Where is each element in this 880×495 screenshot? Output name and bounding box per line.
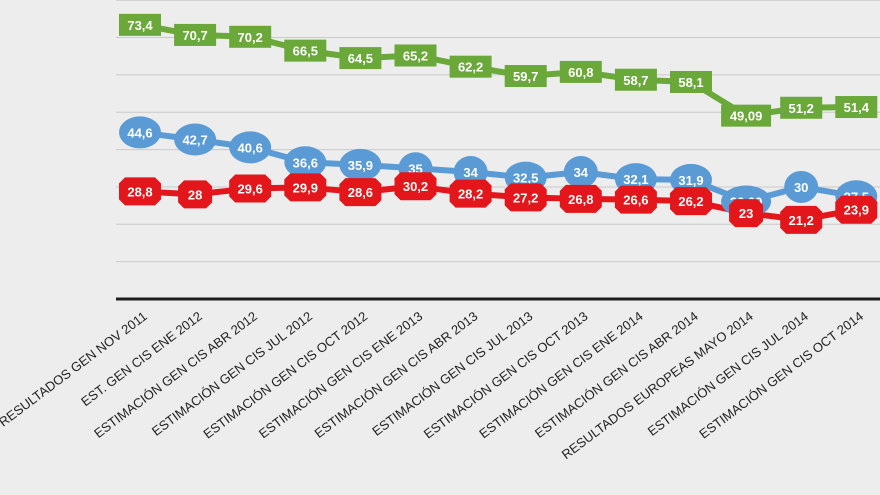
data-point-green: [284, 39, 327, 62]
data-label-green: 51,4: [844, 100, 870, 115]
data-point-green: [559, 60, 602, 83]
data-label-green: 66,5: [293, 44, 318, 59]
data-label-green: 49,09: [730, 109, 763, 124]
data-label-red: 26,2: [678, 194, 703, 209]
data-point-red: [449, 179, 492, 208]
data-point-green: [721, 104, 772, 127]
data-point-blue: [284, 146, 327, 179]
data-label-green: 58,7: [623, 73, 648, 88]
data-label-blue: 32,5: [513, 171, 538, 186]
data-label-red: 29,6: [238, 181, 263, 196]
data-point-green: [394, 44, 437, 67]
data-label-green: 70,2: [238, 30, 263, 45]
data-point-green: [229, 25, 272, 48]
data-label-red: 29,9: [293, 180, 318, 195]
data-label-blue: 40,6: [238, 140, 263, 155]
data-label-green: 58,1: [678, 75, 703, 90]
data-label-blue: 30: [794, 180, 808, 195]
data-point-green: [780, 96, 823, 119]
data-point-green: [504, 65, 547, 88]
data-label-red: 28: [188, 187, 202, 202]
data-point-blue: [229, 131, 272, 164]
data-point-blue: [174, 123, 217, 156]
data-label-blue: 31,9: [678, 173, 703, 188]
data-point-green: [339, 47, 382, 70]
data-label-blue: 35,9: [348, 158, 373, 173]
data-label-green: 51,2: [789, 101, 814, 116]
data-point-green: [670, 70, 712, 93]
data-label-blue: 34: [463, 165, 478, 180]
data-point-green: [174, 23, 217, 46]
data-point-green: [449, 55, 492, 78]
data-label-green: 70,7: [182, 28, 207, 43]
data-point-blue: [784, 170, 819, 203]
series-green-points: 73,4 70,7 70,2 66,5 64,5 65,2 62,2 59,7 60,8 58,7…: [119, 13, 878, 127]
series-blue-points: 44,642,740,636,635,9353432,53432,131,926…: [119, 116, 878, 218]
data-label-green: 73,4: [127, 18, 153, 33]
data-point-red: [780, 205, 823, 234]
data-point-red: [835, 195, 878, 224]
data-label-red: 27,2: [513, 190, 538, 205]
data-label-blue: 34: [574, 165, 589, 180]
data-label-red: 28,8: [127, 184, 152, 199]
data-point-blue: [563, 156, 598, 189]
data-label-green: 65,2: [403, 48, 428, 63]
data-label-green: 59,7: [513, 69, 538, 84]
data-point-blue: [339, 148, 382, 181]
data-point-red: [614, 185, 657, 214]
data-point-red: [284, 173, 327, 202]
data-point-green: [835, 96, 878, 119]
data-point-red: [504, 183, 547, 212]
data-label-red: 28,6: [348, 185, 373, 200]
series-red-points: 28,8 28 29,6 29,9 28,6 30,2 28,2 27,2 26,8 26,6 26…: [119, 172, 878, 234]
data-point-red: [339, 178, 382, 207]
data-label-blue: 36,6: [293, 155, 318, 170]
data-point-red: [229, 174, 272, 203]
data-label-red: 28,2: [458, 187, 483, 202]
data-label-red: 23,9: [844, 203, 869, 218]
data-label-green: 62,2: [458, 60, 483, 75]
data-point-red: [729, 199, 764, 228]
data-label-blue: 32,1: [623, 172, 648, 187]
data-label-blue: 44,6: [127, 125, 152, 140]
data-label-green: 64,5: [348, 51, 373, 66]
data-label-red: 30,2: [403, 179, 428, 194]
data-point-green: [119, 13, 161, 36]
data-label-blue: 42,7: [182, 133, 207, 148]
data-point-red: [119, 177, 161, 206]
data-point-red: [670, 187, 712, 216]
data-point-blue: [119, 116, 161, 149]
data-label-green: 60,8: [568, 65, 593, 80]
data-point-green: [614, 68, 657, 91]
data-point-red: [559, 184, 602, 213]
data-label-red: 26,6: [623, 193, 648, 208]
data-label-red: 21,2: [789, 213, 814, 228]
data-label-red: 23: [739, 206, 753, 221]
data-label-red: 26,8: [568, 192, 593, 207]
data-point-red: [394, 172, 437, 201]
data-point-red: [178, 180, 213, 209]
